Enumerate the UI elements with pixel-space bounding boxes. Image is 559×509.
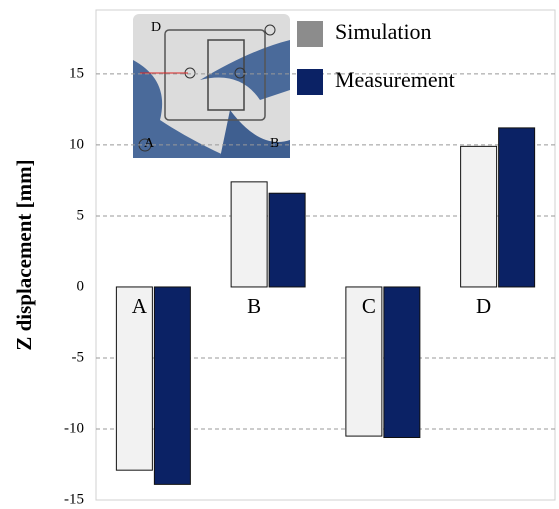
bar <box>269 193 305 287</box>
bar <box>384 287 420 438</box>
y-tick-label: 10 <box>69 136 84 152</box>
y-tick-label: -15 <box>64 491 84 507</box>
x-tick-label: D <box>476 294 491 318</box>
legend-swatch <box>297 21 323 47</box>
y-tick-label: -10 <box>64 420 84 436</box>
inset-label: B <box>270 136 279 151</box>
legend-swatch <box>297 69 323 95</box>
bar <box>499 128 535 287</box>
legend-label: Measurement <box>335 67 455 92</box>
y-tick-label: -5 <box>72 349 85 365</box>
bar <box>154 287 190 484</box>
x-tick-label: B <box>247 294 261 318</box>
y-tick-label: 0 <box>77 278 85 294</box>
y-tick-label: 15 <box>69 65 84 81</box>
y-axis-label: Z displacement [mm] <box>12 159 36 350</box>
inset-label: D <box>151 20 161 35</box>
x-tick-label: A <box>132 294 148 318</box>
y-tick-label: 5 <box>77 207 85 223</box>
inset-label: A <box>144 136 155 151</box>
chart: Z displacement [mm] D A B -15 -10 -5 0 5 10 15… <box>0 0 559 509</box>
legend-label: Simulation <box>335 19 432 44</box>
inset-image: D A B <box>133 14 290 158</box>
x-tick-label: C <box>362 294 376 318</box>
bar <box>231 182 267 287</box>
bar <box>461 146 497 287</box>
